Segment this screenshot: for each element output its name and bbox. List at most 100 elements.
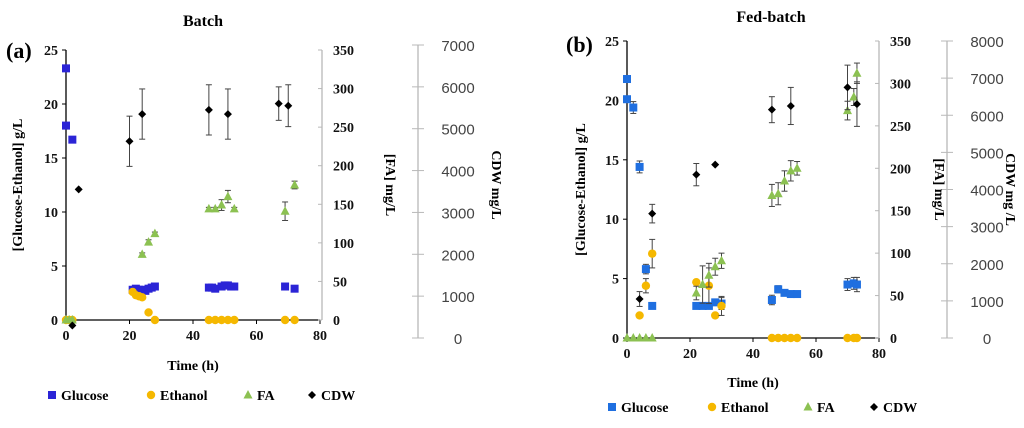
y-tick-label: 15 bbox=[605, 154, 619, 169]
data-point-ethanol bbox=[792, 333, 802, 343]
data-point-cdw bbox=[711, 160, 720, 169]
data-point-ethanol bbox=[852, 333, 862, 343]
data-point-fa bbox=[780, 176, 789, 185]
y3-tick-label: 7000 bbox=[441, 38, 474, 55]
legend-label-glucose: Glucose bbox=[621, 401, 668, 416]
legend-marker-cdw bbox=[308, 391, 316, 399]
y2-tick-label: 150 bbox=[333, 198, 354, 213]
data-point-glucose bbox=[704, 301, 713, 310]
legend-label-glucose: Glucose bbox=[61, 389, 108, 404]
data-point-fa bbox=[647, 333, 657, 342]
y-tick-label: 10 bbox=[605, 213, 619, 228]
series-ethanol bbox=[61, 287, 299, 325]
y2-tick-label: 150 bbox=[890, 205, 911, 220]
y-tick-label: 5 bbox=[51, 260, 58, 275]
data-point-cdw bbox=[138, 110, 147, 119]
data-point-glucose bbox=[698, 301, 707, 310]
data-point-cdw bbox=[68, 321, 77, 330]
legend-marker-ethanol bbox=[707, 402, 717, 412]
data-point-ethanol bbox=[786, 333, 795, 343]
y2-tick-label: 200 bbox=[890, 162, 911, 177]
data-point-ethanol bbox=[280, 315, 290, 325]
y2-tick-label: 350 bbox=[333, 44, 354, 59]
y3-tick-label: 3000 bbox=[441, 205, 474, 222]
data-point-cdw bbox=[692, 170, 701, 179]
series-fa bbox=[61, 180, 300, 324]
legend-marker-fa bbox=[243, 390, 253, 399]
y2-tick-label: 0 bbox=[890, 332, 897, 347]
data-point-ethanol bbox=[767, 333, 777, 343]
data-point-fa bbox=[290, 180, 300, 189]
y3-tick-label: 0 bbox=[983, 331, 991, 348]
y2-tick-label: 200 bbox=[333, 160, 354, 175]
data-point-ethanol bbox=[204, 315, 214, 325]
data-point-ethanol bbox=[635, 311, 644, 320]
data-point-ethanol bbox=[230, 315, 239, 325]
y-tick-label: 20 bbox=[605, 94, 619, 109]
data-point-fa bbox=[773, 188, 783, 198]
x-tick-label: 60 bbox=[250, 329, 264, 344]
data-point-ethanol bbox=[217, 315, 226, 325]
data-point-glucose bbox=[793, 290, 802, 299]
y2-tick-label: 350 bbox=[890, 35, 911, 50]
y3-tick-label: 8000 bbox=[970, 34, 1003, 51]
data-point-ethanol bbox=[774, 333, 783, 343]
x-tick-label: 60 bbox=[809, 347, 823, 362]
y3-tick-label: 0 bbox=[454, 331, 462, 348]
y2-tick-label: 300 bbox=[890, 77, 911, 92]
data-point-ethanol bbox=[144, 308, 153, 317]
data-point-glucose bbox=[774, 285, 783, 294]
legend: Glucose Ethanol FA CDW bbox=[608, 401, 917, 416]
data-point-fa bbox=[717, 255, 726, 265]
data-point-fa bbox=[229, 203, 239, 213]
y2-tick-label: 100 bbox=[890, 247, 911, 262]
data-point-glucose bbox=[623, 75, 631, 84]
data-point-ethanol bbox=[641, 281, 651, 290]
legend-marker-glucose bbox=[608, 403, 616, 411]
data-point-ethanol bbox=[138, 293, 147, 302]
x-tick-label: 80 bbox=[313, 329, 327, 344]
data-point-fa bbox=[150, 228, 160, 238]
y2-tick-label: 50 bbox=[890, 290, 904, 305]
y-tick-label: 5 bbox=[612, 273, 619, 288]
x-tick-label: 80 bbox=[872, 347, 886, 362]
y3-axis-label: CDW mg/L bbox=[488, 150, 503, 219]
data-point-glucose bbox=[635, 162, 644, 171]
x-tick-label: 40 bbox=[746, 347, 760, 362]
y-tick-label: 0 bbox=[612, 332, 619, 347]
data-point-cdw bbox=[223, 110, 232, 119]
data-point-ethanol bbox=[290, 315, 299, 325]
data-point-cdw bbox=[852, 100, 861, 109]
data-point-ethanol bbox=[780, 333, 789, 343]
y2-axis-label: [FA] mg/L bbox=[382, 154, 397, 216]
y3-tick-label: 5000 bbox=[441, 122, 474, 139]
data-point-glucose bbox=[62, 121, 70, 130]
y-tick-label: 25 bbox=[44, 44, 58, 59]
legend-label-cdw: CDW bbox=[883, 401, 917, 416]
legend-marker-cdw bbox=[870, 403, 878, 411]
data-point-glucose bbox=[780, 288, 789, 297]
data-point-fa bbox=[223, 191, 233, 201]
y2-tick-label: 0 bbox=[333, 314, 340, 329]
data-point-cdw bbox=[767, 105, 776, 114]
y2-tick-label: 250 bbox=[333, 121, 354, 136]
y-tick-label: 25 bbox=[605, 35, 619, 50]
data-point-fa bbox=[635, 333, 645, 342]
series-glucose bbox=[62, 64, 299, 295]
data-point-ethanol bbox=[711, 311, 720, 320]
y-tick-label: 0 bbox=[51, 314, 58, 329]
legend: Glucose Ethanol FA CDW bbox=[48, 389, 355, 404]
data-point-glucose bbox=[692, 301, 701, 310]
y3-tick-label: 7000 bbox=[970, 71, 1003, 88]
data-point-glucose bbox=[641, 265, 650, 274]
y3-tick-label: 5000 bbox=[970, 145, 1003, 162]
x-tick-label: 20 bbox=[123, 329, 137, 344]
data-point-glucose bbox=[767, 295, 776, 304]
data-point-cdw bbox=[843, 83, 852, 92]
data-point-fa bbox=[786, 165, 796, 175]
data-point-glucose bbox=[68, 135, 77, 144]
legend-marker-fa bbox=[803, 402, 813, 411]
panel-label: (a) bbox=[6, 38, 32, 63]
y3-tick-label: 3000 bbox=[970, 220, 1003, 237]
